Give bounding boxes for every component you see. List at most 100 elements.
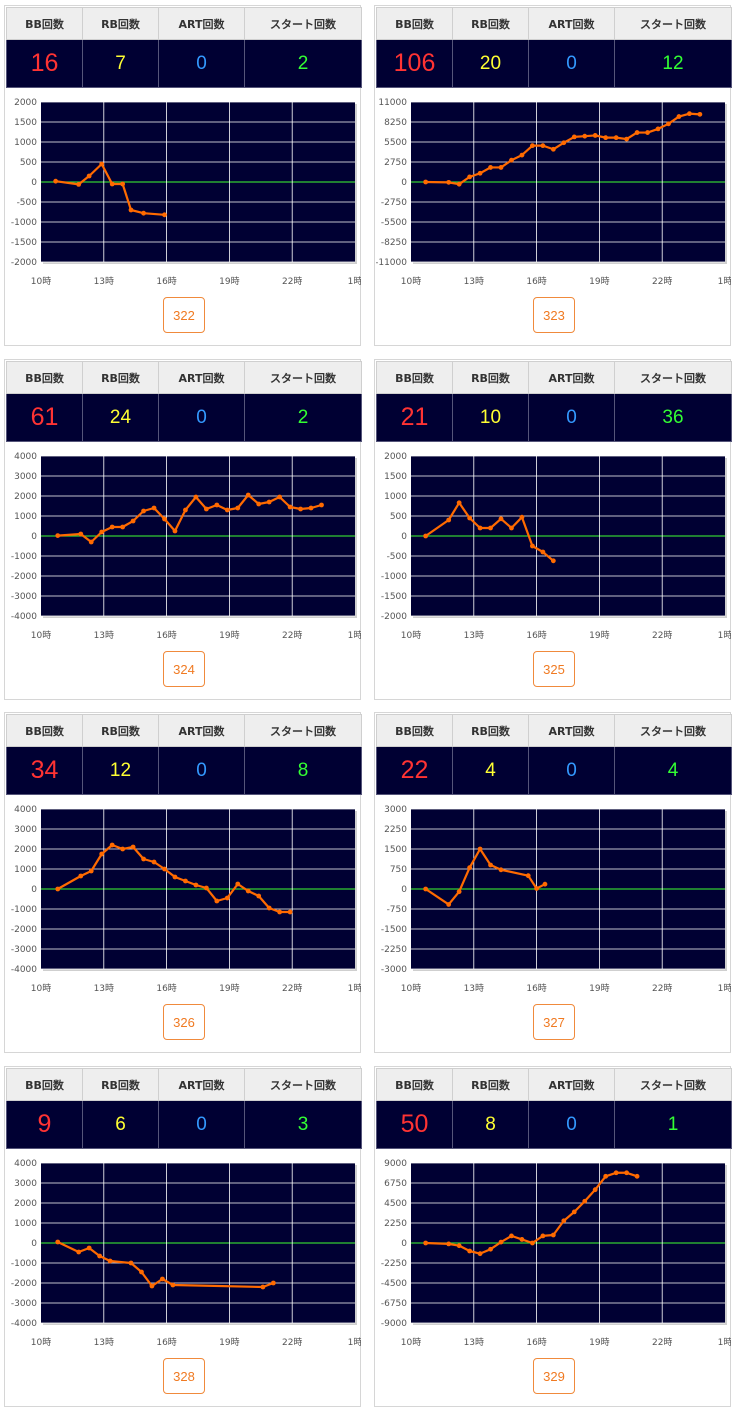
data-point <box>256 501 262 507</box>
x-tick-label: 19時 <box>589 983 609 994</box>
stats-table: BB回数 RB回数 ART回数 スタート回数 22 4 0 4 <box>376 714 732 795</box>
data-point <box>446 179 452 185</box>
data-point <box>55 886 61 892</box>
data-point <box>76 1249 82 1255</box>
data-point <box>120 181 126 187</box>
data-point <box>86 1245 92 1251</box>
y-tick-label: 2000 <box>14 1199 37 1209</box>
data-point <box>245 492 251 498</box>
x-tick-label: 19時 <box>589 276 609 287</box>
x-tick-label: 1時 <box>718 1337 731 1348</box>
data-point <box>183 878 188 884</box>
data-point <box>634 130 640 135</box>
data-point <box>130 518 136 524</box>
machine-number-button[interactable]: 322 <box>163 297 205 333</box>
y-tick-label: 1000 <box>14 1219 37 1229</box>
machine-card: BB回数 RB回数 ART回数 スタート回数 9 6 0 3 4000 3000 2… <box>4 1066 362 1407</box>
start-count: 8 <box>244 746 362 795</box>
data-point <box>423 886 429 892</box>
y-tick-label: 1000 <box>384 492 407 502</box>
y-tick-label: 2000 <box>14 845 37 855</box>
data-point <box>78 531 84 537</box>
x-tick-label: 22時 <box>652 983 672 994</box>
art-count: 0 <box>528 1100 615 1149</box>
data-point <box>456 500 462 506</box>
y-tick-label: 0 <box>401 178 407 188</box>
y-tick-label: 0 <box>31 532 37 542</box>
data-point <box>666 121 671 127</box>
machine-card: BB回数 RB回数 ART回数 スタート回数 61 24 0 2 4000 300… <box>4 359 362 700</box>
y-tick-label: 3000 <box>14 1179 37 1189</box>
x-tick-label: 13時 <box>94 1337 114 1348</box>
data-point <box>88 539 94 545</box>
data-point <box>624 136 630 142</box>
data-point <box>592 133 598 138</box>
data-point <box>99 529 105 535</box>
y-tick-label: 3000 <box>14 472 37 482</box>
art-header: ART回数 <box>158 361 245 394</box>
y-tick-label: 0 <box>401 1239 407 1249</box>
x-tick-label: 10時 <box>31 1337 51 1348</box>
art-header: ART回数 <box>158 1068 245 1101</box>
art-header: ART回数 <box>158 714 245 747</box>
slump-chart: 2000 1500 1000 500 0 -500 -1000 -1500 -2000 10時 13… <box>381 452 731 641</box>
machine-number-button[interactable]: 326 <box>163 1004 205 1040</box>
data-point <box>582 1198 588 1204</box>
start-header: スタート回数 <box>244 1068 362 1101</box>
x-tick-label: 13時 <box>464 630 484 641</box>
data-point <box>308 505 314 511</box>
data-point <box>509 525 514 531</box>
data-point <box>550 1232 556 1238</box>
data-point <box>128 207 134 213</box>
data-point <box>613 1170 619 1176</box>
data-point <box>498 516 504 522</box>
bb-header: BB回数 <box>6 7 83 40</box>
y-tick-label: 5500 <box>384 138 407 148</box>
y-tick-label: -1000 <box>11 905 37 915</box>
rb-count: 12 <box>82 746 159 795</box>
start-header: スタート回数 <box>614 714 732 747</box>
machine-number-button[interactable]: 324 <box>163 651 205 687</box>
data-point <box>603 135 609 141</box>
data-point <box>540 1233 546 1239</box>
x-tick-label: 10時 <box>31 276 51 287</box>
stats-table: BB回数 RB回数 ART回数 スタート回数 106 20 0 12 <box>376 7 732 88</box>
data-point <box>193 494 199 500</box>
data-point <box>298 506 303 512</box>
data-point <box>542 881 548 887</box>
rb-count: 24 <box>82 393 159 442</box>
data-point <box>519 152 525 158</box>
start-count: 36 <box>614 393 732 442</box>
slump-chart: 3000 2250 1500 750 0 -750 -1500 -2250 -3000 10時 13… <box>381 805 731 994</box>
machine-card: BB回数 RB回数 ART回数 スタート回数 22 4 0 4 3000 2250… <box>374 712 732 1053</box>
data-point <box>88 868 94 874</box>
data-point <box>582 133 588 139</box>
data-point <box>423 179 429 185</box>
bb-header: BB回数 <box>376 714 453 747</box>
machine-number-button[interactable]: 325 <box>533 651 575 687</box>
x-tick-label: 22時 <box>652 1337 672 1348</box>
data-point <box>120 846 126 852</box>
art-header: ART回数 <box>528 361 615 394</box>
start-count: 12 <box>614 39 732 88</box>
machine-number-button[interactable]: 328 <box>163 1358 205 1394</box>
start-header: スタート回数 <box>244 7 362 40</box>
data-point <box>519 514 525 520</box>
machine-number-button[interactable]: 329 <box>533 1358 575 1394</box>
data-point <box>530 143 535 149</box>
y-tick-label: -8250 <box>381 238 407 248</box>
y-tick-label: 4000 <box>14 805 37 815</box>
data-point <box>172 874 178 880</box>
y-tick-label: -2000 <box>11 258 37 268</box>
data-point <box>519 1237 525 1242</box>
machine-number-button[interactable]: 327 <box>533 1004 575 1040</box>
machine-number-button[interactable]: 323 <box>533 297 575 333</box>
x-tick-label: 13時 <box>94 630 114 641</box>
x-tick-label: 22時 <box>282 983 302 994</box>
x-tick-label: 10時 <box>401 1337 421 1348</box>
rb-header: RB回数 <box>452 714 529 747</box>
y-tick-label: -2750 <box>381 198 407 208</box>
x-tick-label: 16時 <box>526 983 546 994</box>
data-point <box>540 143 546 149</box>
